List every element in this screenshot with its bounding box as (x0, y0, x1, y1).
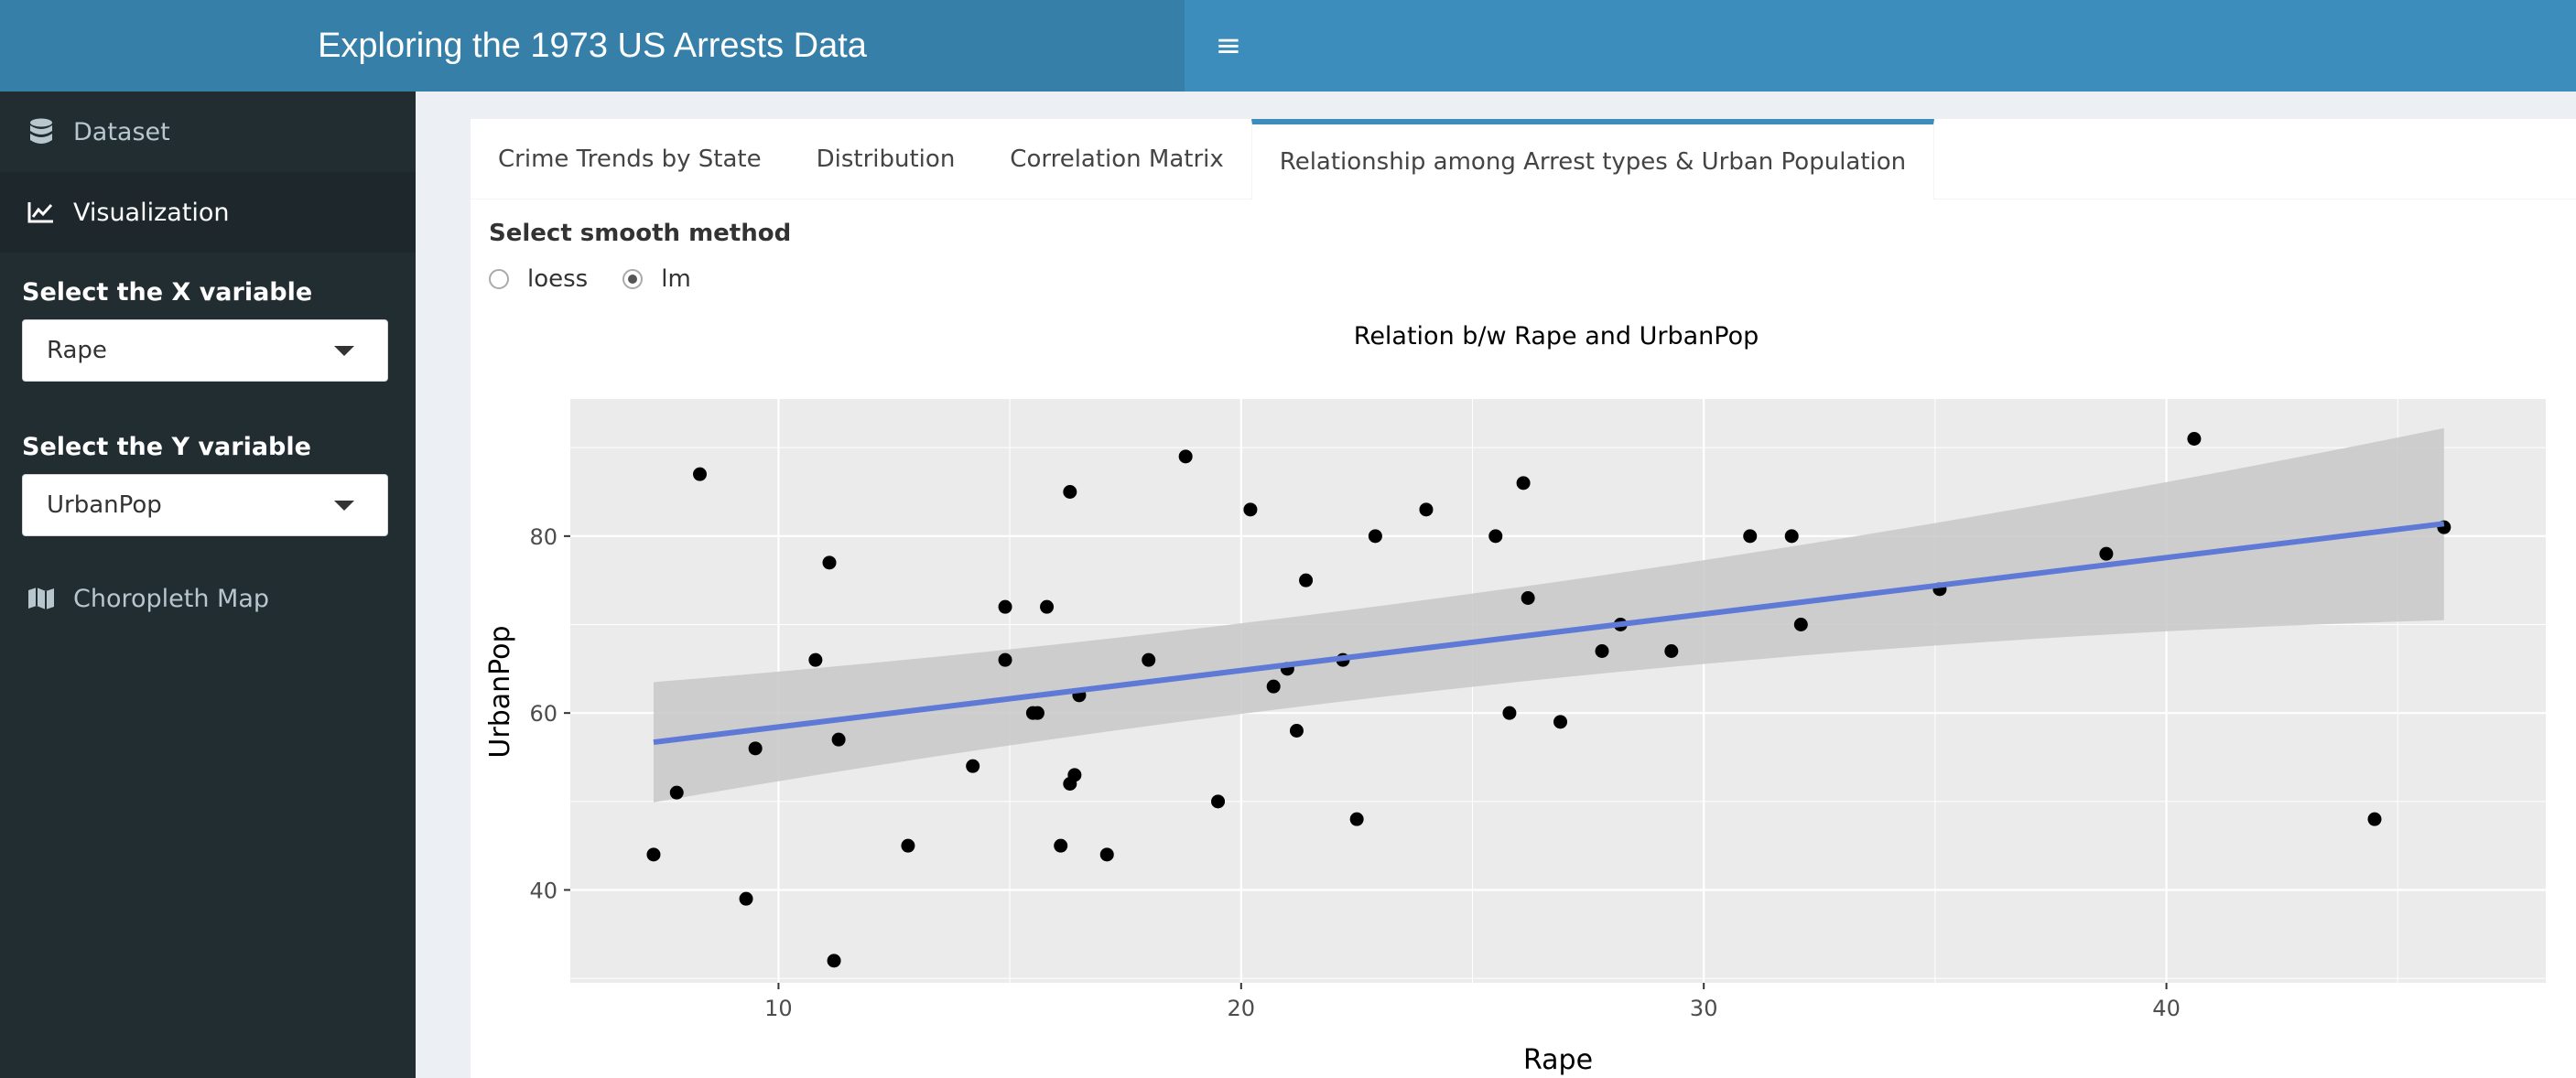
tab-crime-trends[interactable]: Crime Trends by State (498, 146, 762, 173)
tab-relationship[interactable]: Relationship among Arrest types & Urban … (1250, 119, 1935, 199)
data-point (1266, 679, 1281, 694)
y-variable-label: Select the Y variable (22, 433, 311, 461)
smooth-method-label: Select smooth method (489, 220, 792, 247)
map-icon (26, 585, 57, 612)
data-point (822, 555, 837, 570)
data-point (1664, 644, 1679, 658)
x-tick-label: 10 (764, 996, 793, 1021)
y-variable-select[interactable]: UrbanPop (22, 474, 388, 536)
database-icon (26, 118, 57, 146)
data-point (1211, 794, 1226, 809)
tab-bar: Crime Trends by State Distribution Corre… (471, 119, 2576, 199)
data-point (646, 847, 661, 862)
x-tick-label: 20 (1228, 996, 1256, 1021)
data-point (1299, 573, 1314, 588)
chevron-down-icon (334, 346, 354, 356)
data-point (1030, 706, 1044, 720)
data-point (1289, 724, 1304, 738)
tab-correlation-matrix[interactable]: Correlation Matrix (1010, 146, 1224, 173)
x-variable-select[interactable]: Rape (22, 319, 388, 382)
data-point (1502, 706, 1517, 720)
axes: 10 20 30 40 40 60 80 (529, 524, 2180, 1021)
data-point (1099, 847, 1114, 862)
fit-line-group (653, 521, 2445, 746)
sidebar-item-choropleth-map[interactable]: Choropleth Map (0, 558, 416, 639)
data-points (646, 432, 2452, 968)
data-point (1063, 485, 1077, 499)
sidebar-item-label: Choropleth Map (73, 584, 270, 613)
data-point (739, 891, 753, 906)
x-axis-label: Rape (1523, 1044, 1593, 1076)
fit-line (653, 521, 2445, 746)
header-bar: ≡ (1185, 0, 2576, 92)
data-point (1142, 652, 1156, 667)
data-point (1784, 529, 1799, 544)
data-point (1488, 529, 1503, 544)
chevron-down-icon (334, 501, 354, 511)
x-variable-label: Select the X variable (22, 278, 313, 307)
data-point (1349, 812, 1364, 826)
sidebar-item-visualization[interactable]: Visualization (0, 172, 416, 253)
radio-loess[interactable] (489, 269, 509, 289)
radio-lm[interactable] (622, 269, 644, 289)
radio-loess-label: loess (527, 265, 589, 293)
data-point (1040, 599, 1055, 614)
data-point (669, 785, 684, 800)
hamburger-icon[interactable]: ≡ (1215, 27, 1242, 64)
sidebar-item-label: Visualization (73, 198, 230, 227)
data-point (748, 741, 763, 756)
x-variable-value: Rape (47, 337, 107, 364)
scatter-chart: Relation b/w Rape and UrbanPop 10 20 30 40 4… (484, 322, 2546, 1076)
data-point (998, 652, 1012, 667)
data-point (1553, 715, 1568, 729)
data-point (808, 652, 823, 667)
data-point (1054, 838, 1068, 853)
data-point (1793, 618, 1808, 631)
data-point (2187, 432, 2202, 446)
data-point (966, 759, 980, 773)
tab-distribution[interactable]: Distribution (816, 146, 956, 173)
y-tick-label: 80 (529, 524, 557, 550)
data-point (2367, 812, 2382, 826)
data-point (1178, 449, 1193, 464)
confidence-band (653, 427, 2444, 803)
data-point (2099, 546, 2114, 561)
tab-box: Crime Trends by State Distribution Corre… (471, 119, 2576, 1078)
y-axis-label: UrbanPop (484, 625, 516, 758)
x-tick-label: 40 (2152, 996, 2181, 1021)
data-point (1521, 591, 1535, 605)
smooth-method-radio-group: loess lm (489, 265, 726, 293)
sidebar-item-label: Dataset (73, 117, 170, 146)
data-point (998, 599, 1012, 614)
data-point (1067, 768, 1082, 782)
data-point (827, 954, 841, 968)
data-point (1368, 529, 1382, 544)
data-point (831, 732, 846, 747)
y-tick-label: 60 (529, 701, 557, 727)
data-point (1243, 502, 1258, 517)
sidebar-item-dataset[interactable]: Dataset (0, 92, 416, 172)
data-point (1595, 644, 1609, 658)
data-point (1516, 476, 1531, 490)
sidebar: Dataset Visualization Select the X varia… (0, 92, 416, 1078)
data-point (693, 467, 708, 481)
chart-title: Relation b/w Rape and UrbanPop (1354, 322, 1759, 350)
app-title: Exploring the 1973 US Arrests Data (0, 0, 1185, 92)
x-tick-label: 30 (1690, 996, 1718, 1021)
line-chart-icon (26, 199, 57, 226)
data-point (901, 838, 915, 853)
confidence-band-area (653, 427, 2444, 803)
radio-lm-label: lm (661, 265, 691, 293)
data-point (1419, 502, 1434, 517)
y-tick-label: 40 (529, 879, 557, 904)
y-variable-value: UrbanPop (47, 491, 162, 519)
data-point (1743, 529, 1758, 544)
